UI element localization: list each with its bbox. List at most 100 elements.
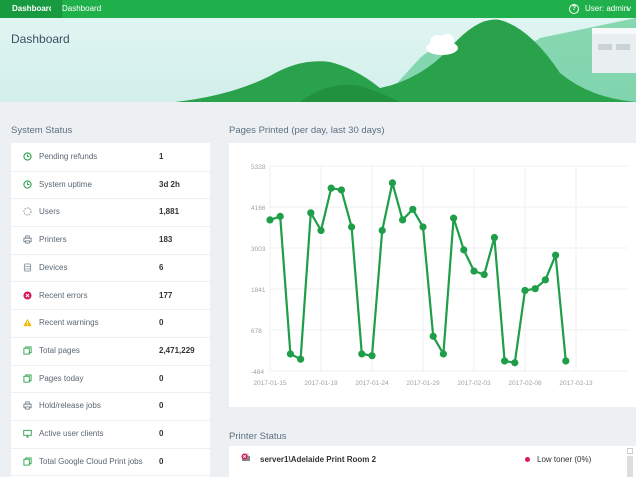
data-point: [358, 350, 366, 358]
status-row: System uptime 3d 2h: [11, 171, 210, 200]
printer-name[interactable]: server1\Adelaide Print Room 2: [260, 455, 377, 464]
printer-error-icon: [241, 453, 250, 461]
data-point: [307, 209, 315, 217]
data-point: [317, 226, 325, 235]
data-point: [419, 223, 427, 231]
status-row-label: Printers: [39, 235, 67, 245]
status-row: Recent warnings 0: [11, 309, 210, 338]
x-tick-label: 2017-02-13: [559, 380, 593, 387]
data-point: [327, 184, 335, 192]
status-row-label: Active user clients: [39, 429, 104, 438]
data-point: [511, 359, 519, 367]
status-row-label: Pending refunds: [39, 152, 98, 161]
x-tick-label: 2017-02-03: [457, 380, 491, 387]
y-tick-label: 5328: [251, 164, 266, 171]
x-tick-label: 2017-02-08: [508, 380, 542, 387]
status-row-value: 0: [159, 401, 164, 411]
y-tick-label: 678: [251, 328, 262, 335]
data-point: [409, 205, 417, 213]
clock-icon: [23, 152, 32, 161]
data-point: [348, 223, 356, 231]
system-status-card: Pending refunds 1 System uptime 3d 2h Users 1…: [11, 143, 210, 477]
status-row: Pages today 0: [11, 365, 210, 394]
y-tick-label: 3003: [251, 246, 266, 253]
chevron-down-icon[interactable]: v: [627, 4, 631, 13]
monitor-icon: [23, 429, 32, 438]
x-tick-label: 2017-01-29: [406, 380, 440, 387]
status-row: Total pages 2,471,229: [11, 337, 210, 366]
status-row: Hold/release jobs 0: [11, 392, 210, 421]
data-point: [450, 214, 458, 222]
pages-icon: [23, 457, 32, 466]
data-point: [490, 233, 498, 242]
status-row-label: Recent errors: [39, 290, 88, 300]
status-row-value: 0: [159, 318, 164, 328]
breadcrumb-dashboard-home[interactable]: Dashboard: [0, 0, 62, 18]
status-row: Users 1,881: [11, 198, 210, 228]
scrollbar-arrow[interactable]: [627, 448, 633, 454]
data-point: [460, 246, 468, 254]
data-point: [562, 357, 570, 365]
status-row-value: 2,471,229: [159, 345, 195, 355]
status-row-value: 0: [159, 456, 164, 466]
x-tick-label: 2017-01-24: [355, 380, 389, 387]
data-point: [368, 352, 376, 360]
error-icon: [23, 290, 32, 300]
status-row: Active user clients 0: [11, 420, 210, 449]
breadcrumb-separator: [51, 0, 57, 18]
status-row-value: 1,881: [159, 207, 180, 217]
data-point: [337, 186, 345, 194]
status-row-label: Pages today: [39, 373, 84, 383]
printer-status-card: server1\Adelaide Print Room 2 Low toner …: [229, 446, 636, 477]
series-line: [269, 181, 567, 364]
y-tick-label: 1841: [251, 287, 266, 294]
data-point: [439, 350, 447, 358]
device-icon: [23, 263, 32, 272]
status-row-value: 177: [159, 290, 173, 300]
y-tick-label: -484: [251, 369, 264, 376]
status-row-label: System uptime: [39, 179, 92, 189]
data-point: [297, 355, 305, 363]
printer-icon: [23, 401, 32, 410]
banner-landscape-illustration: [175, 18, 636, 102]
status-row-label: Total Google Cloud Print jobs: [39, 456, 143, 466]
data-point: [266, 216, 274, 224]
data-point: [541, 276, 549, 284]
status-row: Pending refunds 1: [11, 143, 210, 172]
y-tick-label: 4166: [251, 205, 266, 212]
status-row-label: Users: [39, 207, 60, 217]
printer-status-text: Low toner (0%): [537, 455, 592, 464]
status-dot: [525, 457, 530, 462]
data-point: [399, 216, 407, 224]
status-row-label: Devices: [39, 262, 68, 272]
help-icon[interactable]: ?: [569, 4, 579, 14]
status-row-label: Hold/release jobs: [39, 401, 101, 411]
data-point: [470, 267, 478, 275]
dashboard-banner: Dashboard: [0, 18, 636, 102]
user-icon: [23, 207, 32, 216]
status-row-value: 0: [159, 373, 164, 383]
x-tick-label: 2017-01-15: [253, 380, 287, 387]
pages-printed-line-chart: -484 678 1841 3003 4166 5328 2017-01-15 2017-01…: [251, 164, 627, 387]
status-row-value: 0: [159, 429, 164, 438]
data-point: [429, 332, 437, 340]
data-point: [501, 357, 509, 365]
pages-icon: [23, 374, 32, 383]
data-point: [531, 285, 539, 293]
pages-printed-chart-card: -484 678 1841 3003 4166 5328 2017-01-15 2017-01…: [229, 143, 636, 407]
x-tick-label: 2017-01-19: [304, 380, 338, 387]
data-point: [276, 212, 284, 220]
breadcrumb-dashboard-current[interactable]: Dashboard: [62, 4, 102, 13]
status-row-value: 1: [159, 152, 164, 161]
status-row: Devices 6: [11, 254, 210, 283]
system-status-heading: System Status: [11, 125, 73, 136]
top-navigation-bar: Dashboard Dashboard ? User: admin v: [0, 0, 636, 18]
status-row: Total Google Cloud Print jobs 0: [11, 448, 210, 477]
status-row: Recent errors 177: [11, 282, 210, 311]
status-row: Printers 183: [11, 226, 210, 255]
pages-icon: [23, 346, 32, 355]
user-menu[interactable]: User: admin: [585, 4, 629, 13]
scrollbar[interactable]: [627, 456, 633, 477]
data-point: [521, 286, 529, 295]
warning-icon: [23, 318, 32, 327]
